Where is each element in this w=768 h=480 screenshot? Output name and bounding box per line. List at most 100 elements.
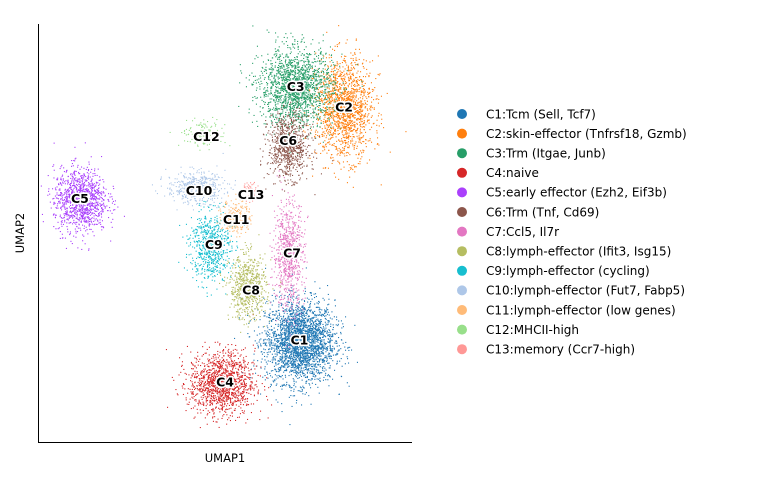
scatter-point — [318, 118, 320, 120]
scatter-point — [273, 95, 275, 97]
scatter-point — [300, 347, 302, 349]
scatter-point — [329, 355, 331, 357]
scatter-point — [293, 358, 295, 360]
scatter-point — [363, 115, 365, 117]
scatter-point — [346, 137, 348, 139]
cluster-points-c1 — [234, 267, 358, 426]
scatter-point — [350, 125, 352, 127]
scatter-point — [333, 144, 335, 146]
scatter-point — [323, 76, 325, 78]
scatter-point — [297, 362, 299, 364]
scatter-point — [367, 119, 369, 121]
scatter-point — [326, 355, 328, 357]
scatter-point — [300, 336, 302, 338]
scatter-point — [319, 358, 321, 360]
scatter-point — [357, 70, 359, 72]
scatter-point — [289, 61, 291, 63]
scatter-point — [288, 327, 290, 329]
scatter-point — [339, 125, 341, 127]
scatter-point — [315, 73, 317, 75]
scatter-point — [317, 345, 319, 347]
scatter-point — [302, 317, 304, 319]
scatter-point — [288, 338, 290, 340]
scatter-point — [331, 92, 333, 94]
scatter-point — [326, 313, 328, 315]
scatter-point — [311, 340, 313, 342]
scatter-point — [309, 318, 311, 320]
scatter-point — [337, 150, 339, 152]
scatter-point — [269, 386, 271, 388]
scatter-point — [288, 329, 290, 331]
scatter-point — [267, 331, 269, 333]
scatter-point — [321, 333, 323, 335]
scatter-point — [332, 326, 334, 328]
scatter-point — [287, 347, 289, 349]
scatter-point — [332, 349, 334, 351]
scatter-point — [298, 349, 300, 351]
scatter-point — [280, 305, 282, 307]
scatter-point — [340, 117, 342, 119]
scatter-point — [288, 289, 290, 291]
scatter-point — [334, 81, 336, 83]
scatter-point — [359, 133, 361, 135]
scatter-point — [255, 97, 257, 99]
scatter-point — [360, 94, 362, 96]
scatter-point — [321, 359, 323, 361]
scatter-point — [296, 106, 298, 108]
scatter-point — [371, 107, 373, 109]
scatter-point — [302, 353, 304, 355]
scatter-point — [343, 126, 345, 128]
scatter-point — [331, 68, 333, 70]
scatter-point — [296, 305, 298, 307]
scatter-point — [361, 103, 363, 105]
scatter-point — [342, 342, 344, 344]
scatter-point — [276, 349, 278, 351]
scatter-point — [311, 354, 313, 356]
scatter-point — [259, 319, 261, 321]
scatter-point — [346, 94, 348, 96]
scatter-point — [345, 129, 347, 131]
scatter-point — [380, 114, 382, 116]
scatter-point — [282, 360, 284, 362]
scatter-point — [354, 124, 356, 126]
scatter-point — [294, 369, 296, 371]
scatter-point — [291, 387, 293, 389]
scatter-point — [364, 115, 366, 117]
scatter-point — [317, 57, 319, 59]
scatter-point — [311, 349, 313, 351]
scatter-point — [285, 324, 287, 326]
scatter-point — [329, 347, 331, 349]
scatter-point — [316, 76, 318, 78]
scatter-point — [306, 312, 308, 314]
scatter-point — [357, 112, 359, 114]
scatter-point — [305, 338, 307, 340]
scatter-point — [299, 103, 301, 105]
scatter-point — [303, 344, 305, 346]
scatter-point — [302, 126, 304, 128]
scatter-point — [309, 292, 311, 294]
scatter-point — [293, 342, 295, 344]
scatter-point — [345, 115, 347, 117]
scatter-point — [279, 376, 281, 378]
scatter-point — [271, 329, 273, 331]
scatter-point — [319, 308, 321, 310]
scatter-point — [304, 71, 306, 73]
scatter-point — [298, 364, 300, 366]
scatter-point — [294, 315, 296, 317]
scatter-point — [342, 150, 344, 152]
scatter-point — [288, 326, 290, 328]
scatter-point — [304, 322, 306, 324]
scatter-point — [296, 399, 298, 401]
scatter-point — [287, 75, 289, 77]
scatter-point — [288, 61, 290, 63]
scatter-point — [303, 342, 305, 344]
scatter-point — [288, 331, 290, 333]
scatter-point — [350, 69, 352, 71]
scatter-point — [238, 317, 240, 319]
scatter-point — [350, 78, 352, 80]
scatter-point — [304, 308, 306, 310]
scatter-point — [316, 330, 318, 332]
scatter-point — [275, 106, 277, 108]
scatter-point — [325, 325, 327, 327]
scatter-point — [248, 79, 250, 81]
